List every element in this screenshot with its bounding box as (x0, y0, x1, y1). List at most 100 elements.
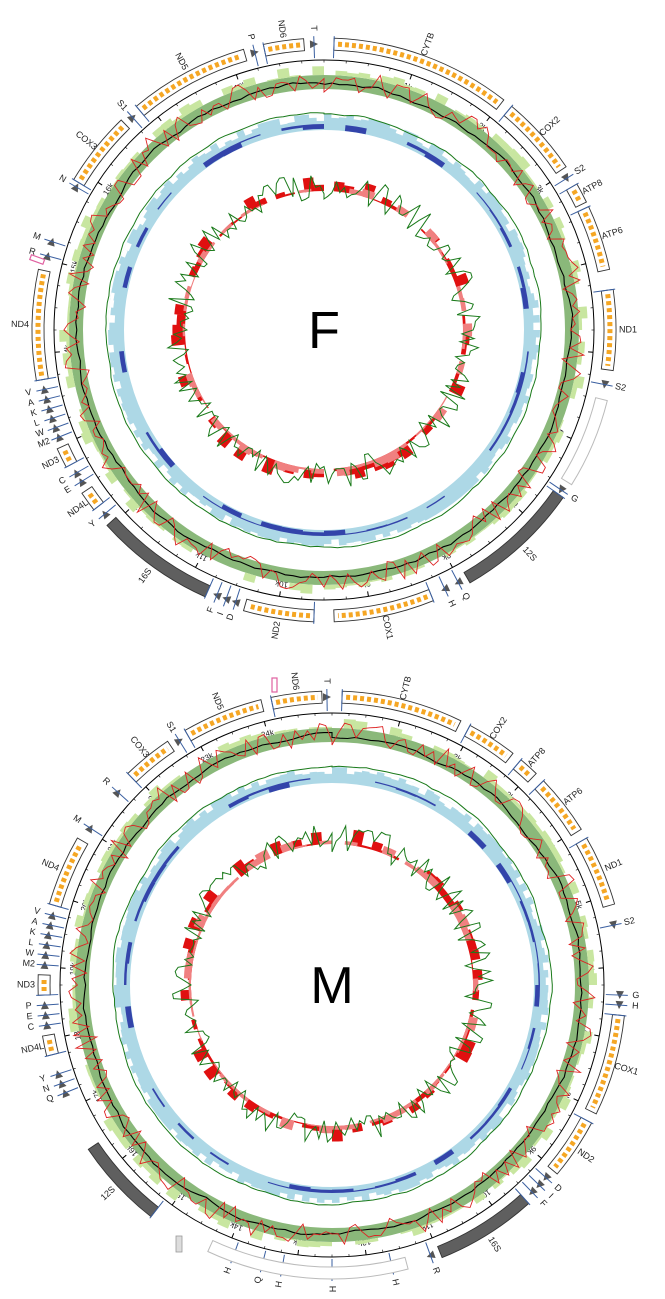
scale-minor-tick (236, 74, 238, 78)
feature-label: ATP8 (525, 746, 547, 769)
scale-minor-tick (215, 738, 218, 742)
boundary-mark (535, 1167, 553, 1184)
gene-stripe (267, 42, 301, 52)
gene-stripe (46, 1038, 55, 1052)
boundary-mark (460, 723, 472, 744)
feature-label: V (24, 387, 32, 398)
scale-minor-tick (78, 884, 82, 887)
scale-minor-tick (93, 853, 96, 856)
feature-label: ND4L (65, 497, 89, 519)
scale-minor-tick (582, 1083, 586, 1086)
scale-minor-tick (568, 853, 571, 856)
feature-atp8-gene (512, 759, 537, 783)
feature-label: ND4L (20, 1041, 45, 1056)
feature-label: ND5 (173, 51, 190, 72)
skew-ring (108, 114, 540, 546)
scale-minor-tick (85, 1099, 89, 1102)
boundary-mark (38, 943, 61, 948)
inner-line (166, 175, 481, 487)
scale-minor-tick (568, 437, 572, 439)
feature-label: CYTB (419, 31, 437, 57)
scale-minor-tick (583, 395, 586, 397)
gene-stripe (133, 746, 170, 777)
boundary-mark (38, 1022, 61, 1027)
trna-i (536, 1179, 545, 1188)
feature-label: ND4 (11, 319, 29, 329)
gene-stripe (190, 704, 260, 736)
scale-minor-tick (145, 1181, 148, 1184)
scale-minor-tick (488, 116, 491, 120)
gene-stripe (605, 293, 613, 367)
scale-minor-tick (476, 1212, 478, 1215)
scale-minor-tick (200, 1221, 203, 1224)
boundary-mark (44, 413, 66, 422)
scale-minor-tick (157, 540, 160, 544)
feature-nd6-gene (270, 690, 323, 710)
scale-minor-tick (62, 395, 65, 397)
feature-label: ND2 (576, 1146, 597, 1164)
feature-label: H (273, 1280, 284, 1288)
gene-stripe (345, 694, 456, 727)
scale-minor-tick (398, 1245, 400, 1249)
feature-label: Y (87, 518, 98, 530)
scale-minor-tick (476, 755, 478, 758)
feature-label: Q (45, 1092, 55, 1104)
scale-minor-tick (215, 82, 217, 86)
scale-minor-tick (430, 731, 433, 735)
scale-minor-tick (133, 798, 136, 801)
scale-minor-tick (470, 553, 472, 557)
scale-minor-tick (97, 476, 101, 478)
scale-minor-tick (73, 900, 76, 903)
feature-label: ND1 (619, 324, 637, 334)
feature-label: G (569, 492, 580, 504)
feature-label: C (57, 474, 68, 486)
scale-minor-tick (231, 731, 234, 735)
feature-label: F (205, 605, 217, 614)
scale-minor-tick (122, 811, 125, 814)
scale-minor-tick (568, 221, 572, 223)
boundary-mark (41, 404, 63, 412)
boundary-mark (40, 933, 63, 938)
feature-label: N (41, 1083, 51, 1095)
boundary-mark (74, 473, 94, 487)
scale-minor-tick (534, 163, 538, 166)
scale-minor-tick (588, 900, 591, 903)
scale-minor-tick (68, 416, 72, 418)
scale-minor-tick (85, 868, 89, 871)
scale-minor-tick (549, 1143, 553, 1146)
skew-line (105, 112, 542, 549)
scale-minor-tick (451, 565, 453, 568)
scale-minor-tick (588, 1067, 591, 1070)
repeat-marker (271, 677, 278, 693)
scale-minor-tick (559, 839, 562, 841)
boundary-mark (149, 1200, 164, 1219)
feature-label: 12S (521, 544, 539, 563)
scale-minor-tick (504, 131, 508, 134)
feature-nd3-gene (37, 974, 51, 996)
feature-label: CYTB (398, 675, 414, 701)
trna-d (543, 1172, 552, 1181)
scale-minor-tick (264, 721, 266, 725)
trna-q (454, 577, 464, 585)
scale-minor-tick (231, 1235, 234, 1239)
scale-minor-tick (520, 510, 523, 514)
scale-minor-tick (583, 263, 586, 265)
boundary-mark (425, 582, 435, 603)
boundary-mark (604, 1013, 627, 1017)
scale-minor-tick (592, 917, 596, 919)
feature-16s-rrna (106, 516, 211, 598)
gc-content-line (75, 82, 574, 578)
scale-minor-tick (264, 1245, 266, 1249)
scale-minor-tick (410, 582, 412, 586)
scale-minor-tick (176, 103, 178, 107)
scale-minor-tick (539, 1156, 542, 1159)
inner-line (172, 824, 495, 1143)
boundary-mark (44, 238, 66, 247)
scale-minor-tick (503, 775, 506, 778)
gene-stripe (509, 111, 561, 169)
feature-label: 16S (136, 566, 154, 585)
gene-stripe (581, 843, 611, 903)
scale-minor-tick (461, 1221, 464, 1224)
scale-minor-tick (62, 263, 65, 265)
gene-stripe (337, 594, 429, 619)
